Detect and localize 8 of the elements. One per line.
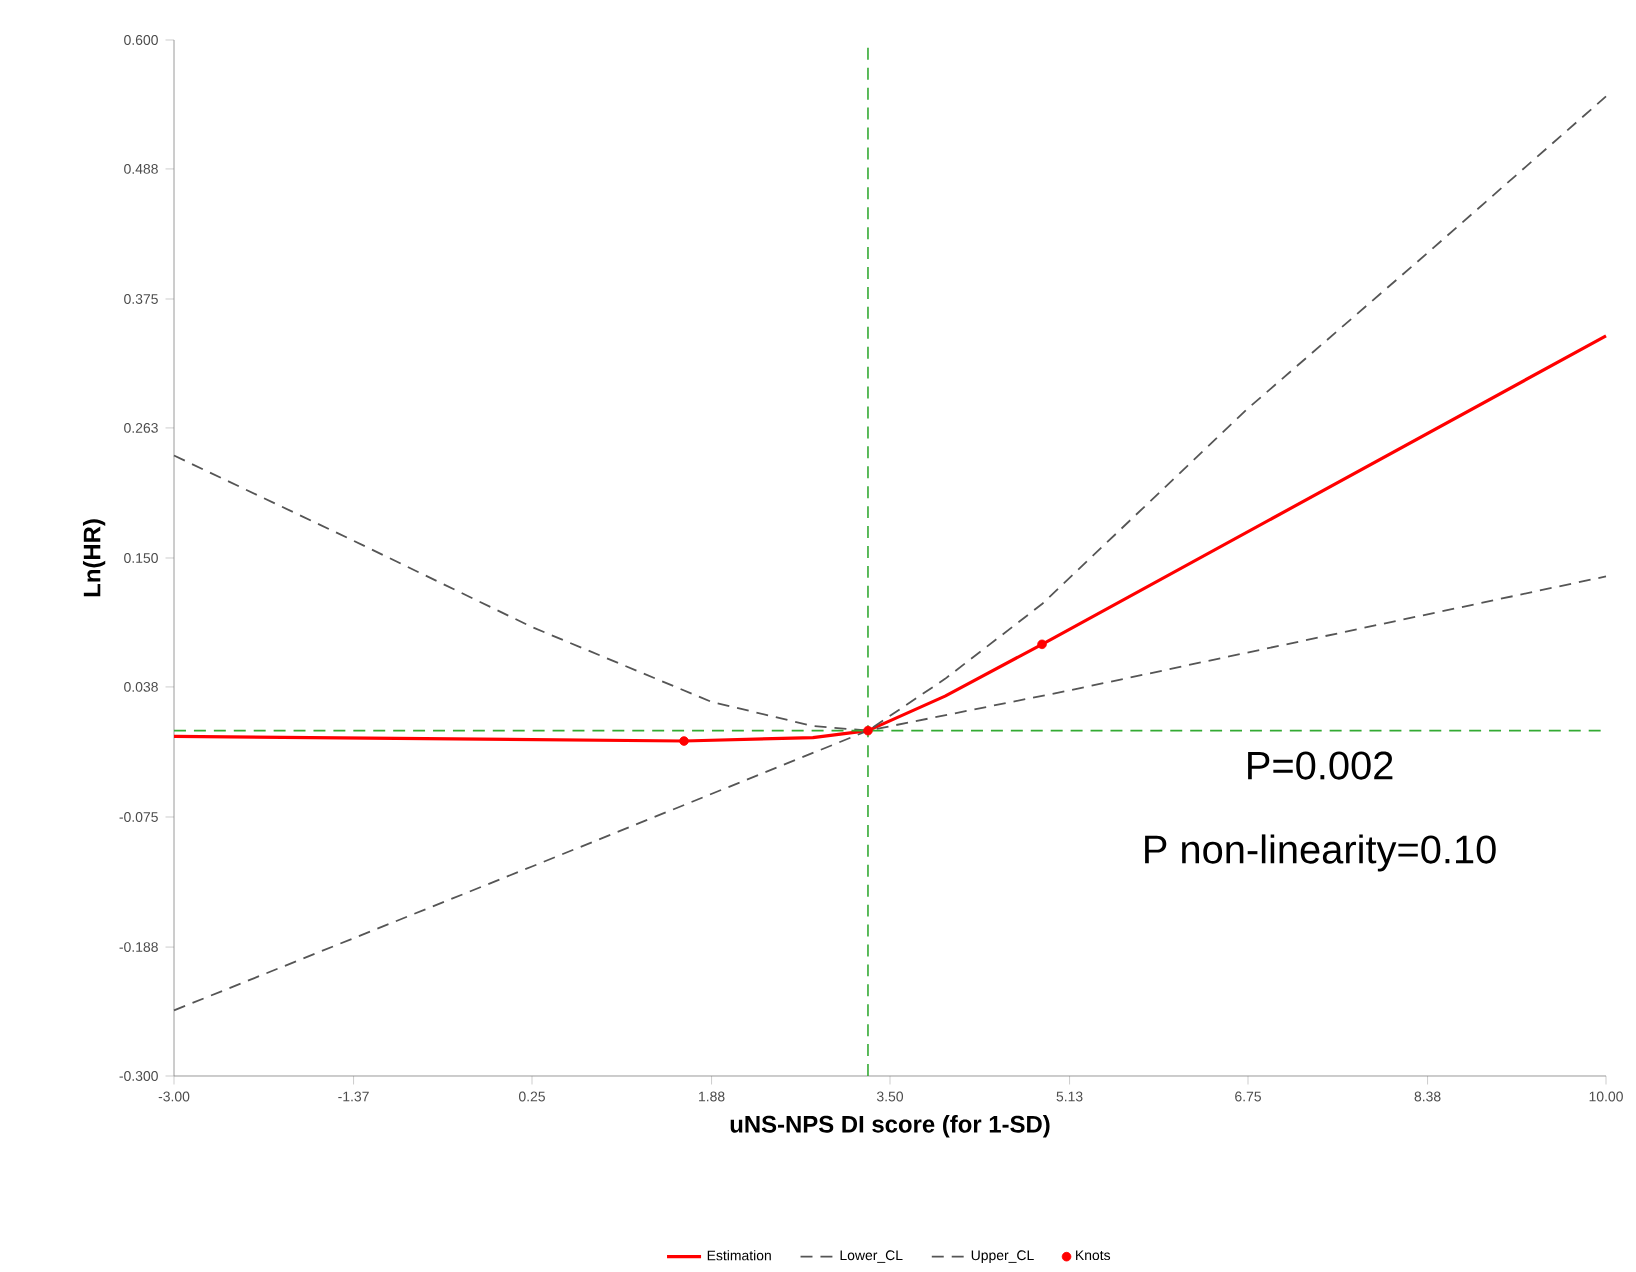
point [679, 736, 689, 747]
x-axis-title: uNS-NPS DI score (for 1-SD) [730, 1115, 1050, 1138]
annotation: P=0.002 [1248, 751, 1393, 781]
line-series [172, 334, 1608, 744]
point [1037, 639, 1047, 650]
annotation: P non-linearity=0.10 [1145, 834, 1496, 872]
point [863, 726, 873, 736]
y-axis-title: Ln(HR) [82, 519, 106, 597]
